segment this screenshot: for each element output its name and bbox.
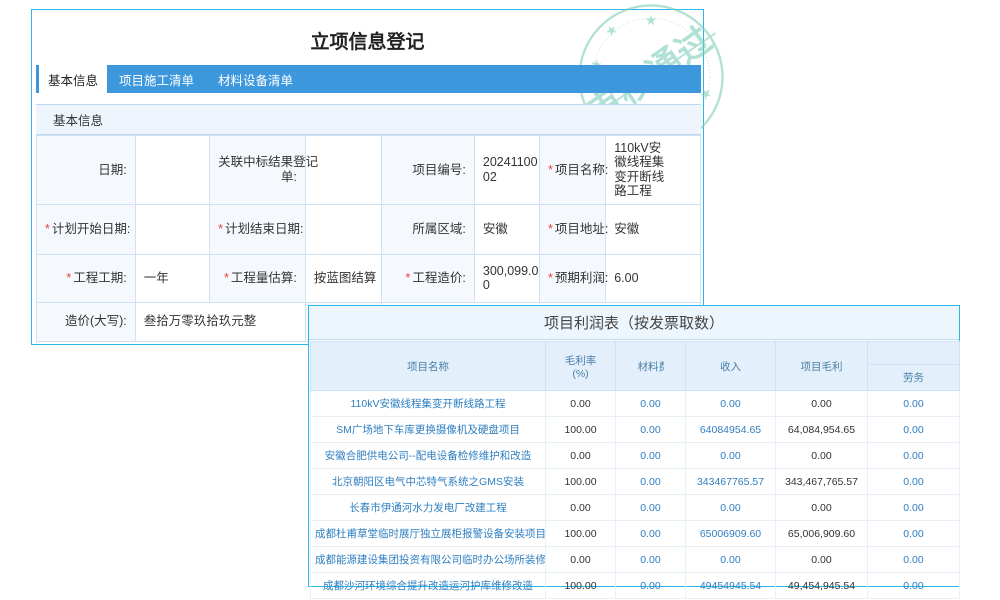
svg-text:★: ★ — [645, 12, 657, 28]
